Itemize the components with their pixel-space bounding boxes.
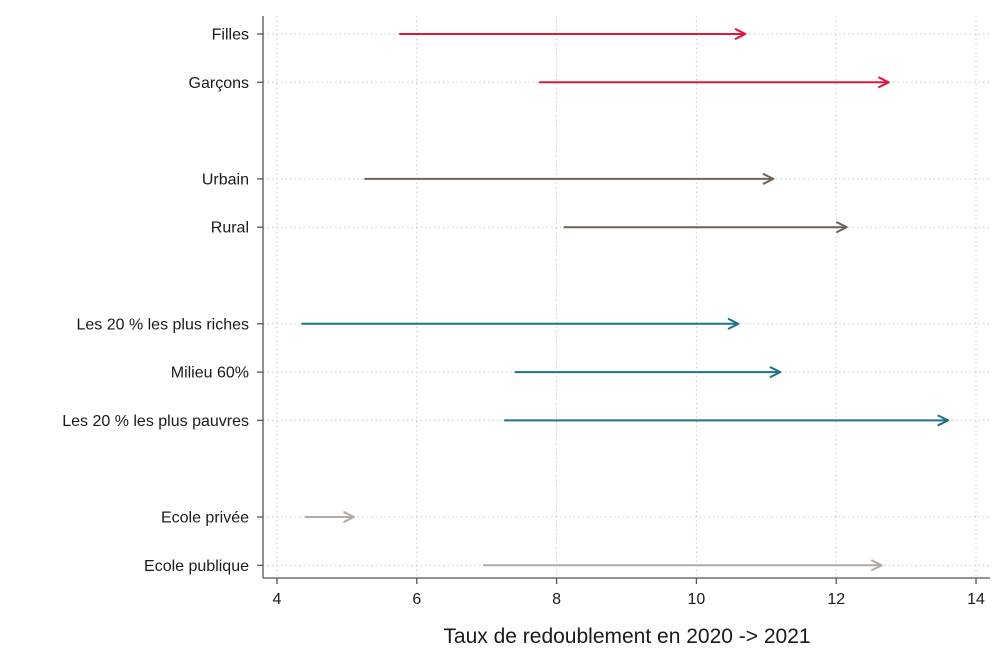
category-label: Milieu 60% — [171, 365, 249, 382]
category-label: Les 20 % les plus riches — [76, 316, 249, 333]
category-label: Garçons — [189, 75, 249, 92]
axes: 4 6 8 10 12 14 Filles Garçons Urbain Rural Les 20 … — [62, 16, 990, 608]
category-label: Filles — [212, 27, 249, 44]
x-tick-label: 4 — [273, 591, 282, 608]
x-axis-title: Taux de redoublement en 2020 -> 2021 — [443, 625, 810, 648]
x-tick-label: 12 — [827, 591, 845, 608]
data-marks — [301, 28, 950, 572]
grid — [263, 16, 990, 578]
x-tick-label: 14 — [967, 591, 985, 608]
category-label: Les 20 % les plus pauvres — [62, 413, 249, 430]
x-tick-label: 6 — [412, 591, 421, 608]
category-label: Urbain — [202, 171, 249, 188]
x-tick-label: 8 — [552, 591, 561, 608]
category-label: Ecole privée — [161, 510, 249, 527]
category-label: Ecole publique — [144, 558, 249, 575]
x-tick-label: 10 — [688, 591, 706, 608]
category-label: Rural — [211, 220, 249, 237]
